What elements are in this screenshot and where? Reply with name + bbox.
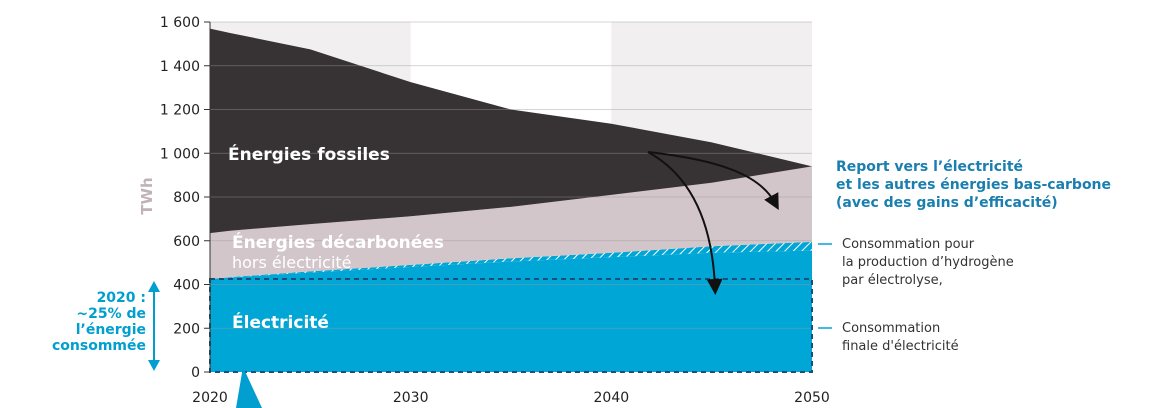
finale-note-1: Consommation bbox=[842, 321, 940, 336]
stacked-areas bbox=[210, 28, 812, 372]
arrow-fossiles-to-decarbonees bbox=[647, 151, 779, 211]
callout-line-2: ~25% de bbox=[76, 306, 146, 322]
x-tick-label: 2040 bbox=[594, 390, 630, 406]
report-line-3: (avec des gains d’efficacité) bbox=[836, 195, 1058, 211]
y-tick-label: 800 bbox=[173, 190, 200, 206]
hydrogen-note-3: par électrolyse, bbox=[842, 273, 943, 288]
area-electricite bbox=[210, 250, 812, 372]
y-tick-label: 400 bbox=[173, 278, 200, 294]
y-axis-label: TWh bbox=[138, 177, 156, 214]
area-fossiles bbox=[210, 28, 812, 234]
area-hydrogene bbox=[210, 241, 812, 280]
y-tick-label: 200 bbox=[173, 321, 200, 337]
callout-range-arrow bbox=[148, 281, 160, 371]
y-tick-label: 1 000 bbox=[160, 146, 200, 162]
label-fossiles: Énergies fossiles bbox=[228, 143, 390, 165]
callout-line-4: consommée bbox=[52, 338, 146, 354]
arrow-fossiles-to-electricite bbox=[647, 151, 723, 295]
y-tick-label: 1 600 bbox=[160, 15, 200, 31]
report-line-1: Report vers l’électricité bbox=[836, 159, 1023, 175]
y-tick-label: 0 bbox=[191, 365, 200, 381]
x-tick-label: 2030 bbox=[393, 390, 429, 406]
area-decarbonees bbox=[210, 166, 812, 280]
x-tick-label: 2020 bbox=[192, 390, 228, 406]
y-tick-label: 1 400 bbox=[160, 59, 200, 75]
y-tick-label: 600 bbox=[173, 234, 200, 250]
callout-line-3: l’énergie bbox=[76, 322, 146, 338]
label-hors-electricite: hors électricité bbox=[232, 253, 352, 272]
callout-line-1: 2020 : bbox=[97, 290, 146, 306]
label-electricite: Électricité bbox=[232, 311, 329, 333]
hydrogen-note-1: Consommation pour bbox=[842, 237, 975, 252]
callout-pointer bbox=[236, 367, 262, 408]
axes: 0 200 400 600 800 1 000 1 200 1 400 1 600 2020 203… bbox=[160, 15, 830, 406]
x-tick-label: 2050 bbox=[794, 390, 830, 406]
finale-note-2: finale d'électricité bbox=[842, 339, 959, 354]
y-tick-label: 1 200 bbox=[160, 103, 200, 119]
label-decarbonees: Énergies décarbonées bbox=[232, 231, 444, 253]
report-line-2: et les autres énergies bas-carbone bbox=[836, 177, 1111, 193]
hydrogen-note-2: la production d’hydrogène bbox=[842, 255, 1014, 270]
